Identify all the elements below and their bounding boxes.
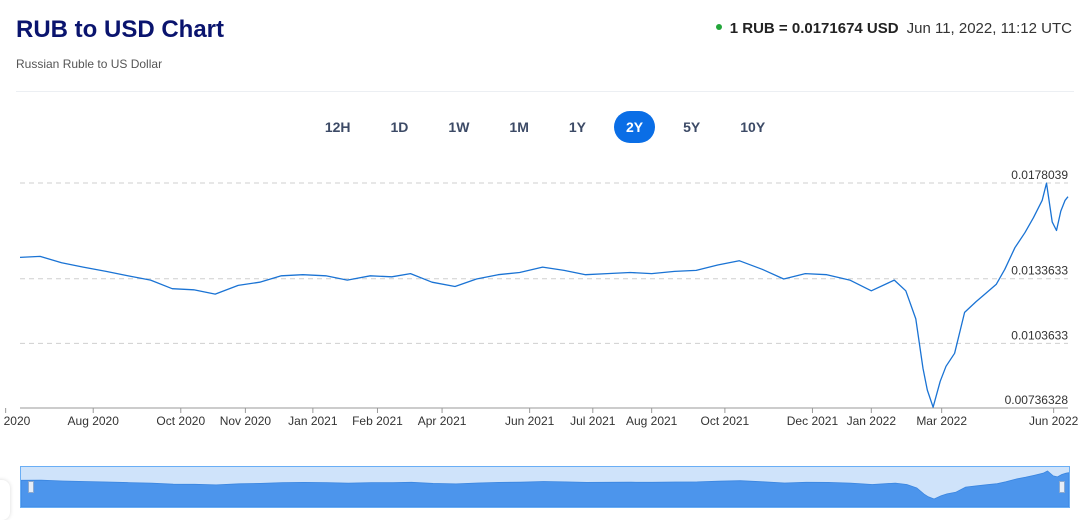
- x-tick-label: Jan 2022: [847, 414, 897, 428]
- x-tick-label: Dec 2021: [787, 414, 839, 428]
- range-navigator[interactable]: [20, 466, 1070, 508]
- live-status-dot: [715, 24, 722, 31]
- series-line: [19, 182, 1069, 408]
- navigator-right-handle[interactable]: [1059, 481, 1065, 493]
- x-tick-label: Apr 2021: [418, 414, 467, 428]
- rate-value: 1 RUB = 0.0171674 USD: [729, 20, 899, 37]
- tab-5y[interactable]: 5Y: [683, 119, 701, 135]
- tab-1y[interactable]: 1Y: [568, 119, 586, 135]
- time-range-tabs: 12H 1D 1W 1M 1Y 2Y 5Y 10Y: [0, 111, 1090, 143]
- y-tick-label: 0.0178039: [1011, 168, 1068, 182]
- x-tick-label: Jun 2022: [1029, 414, 1079, 428]
- y-tick-label: 0.00736328: [1005, 393, 1069, 407]
- tab-1d[interactable]: 1D: [390, 119, 409, 135]
- side-widget-tab[interactable]: [0, 480, 10, 520]
- tab-2y[interactable]: 2Y: [614, 111, 656, 143]
- x-tick-label: Jan 2021: [288, 414, 338, 428]
- x-tick-label: Mar 2022: [916, 414, 967, 428]
- navigator-left-handle[interactable]: [28, 481, 34, 493]
- x-tick-label: Aug 2021: [626, 414, 678, 428]
- page-subtitle: Russian Ruble to US Dollar: [16, 57, 163, 71]
- navigator-area-chart: [21, 470, 1069, 507]
- y-tick-label: 0.0133633: [1011, 264, 1068, 278]
- rate-timestamp: Jun 11, 2022, 11:12 UTC: [906, 20, 1072, 37]
- x-tick-label: Aug 2020: [68, 414, 120, 428]
- navigator-area: [21, 470, 1069, 507]
- tab-10y[interactable]: 10Y: [740, 119, 766, 135]
- rate-line-chart: 0.0178039 0.0133633 0.0103633 0.00736328 Jun…: [0, 168, 1079, 428]
- tab-1m[interactable]: 1M: [509, 119, 529, 135]
- y-tick-label: 0.0103633: [1011, 328, 1068, 342]
- x-tick-label: Feb 2021: [352, 414, 403, 428]
- x-tick-label: Jul 2021: [570, 414, 616, 428]
- x-tick-label: Oct 2021: [701, 414, 750, 428]
- page-title: RUB to USD Chart: [16, 16, 224, 43]
- x-tick-label: Oct 2020: [156, 414, 205, 428]
- x-tick-label: Jun 2020: [0, 414, 31, 428]
- tab-12h[interactable]: 12H: [324, 119, 351, 135]
- current-rate: 1 RUB = 0.0171674 USD Jun 11, 2022, 11:12…: [715, 20, 1072, 37]
- x-tick-label: Nov 2020: [220, 414, 272, 428]
- tab-1w[interactable]: 1W: [448, 119, 470, 135]
- x-tick-label: Jun 2021: [505, 414, 555, 428]
- header-divider: [16, 91, 1074, 92]
